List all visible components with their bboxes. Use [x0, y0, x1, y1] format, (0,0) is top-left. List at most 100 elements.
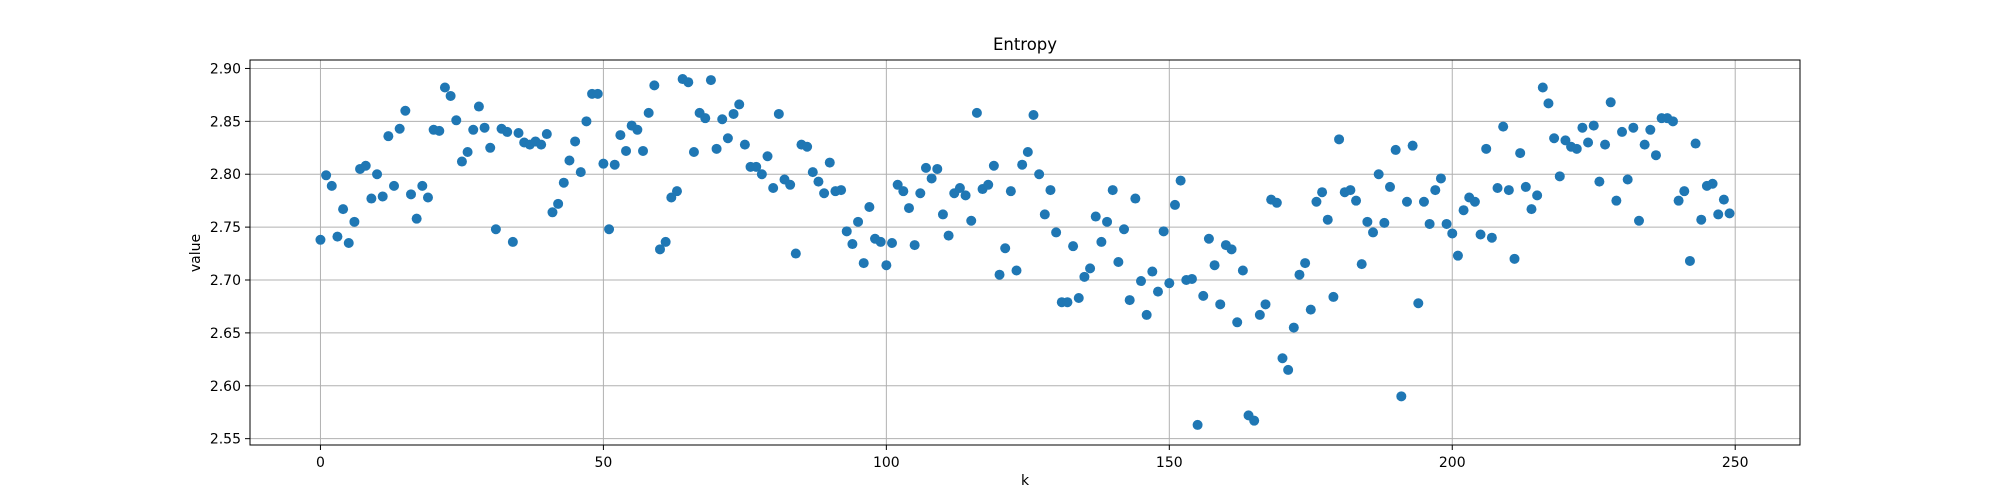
data-point	[541, 129, 552, 140]
data-point	[1458, 205, 1469, 216]
data-point	[490, 224, 501, 235]
data-point	[734, 99, 745, 110]
data-point	[932, 163, 943, 174]
x-axis-label: k	[1021, 473, 1030, 489]
data-point	[920, 162, 931, 173]
data-point	[1130, 193, 1141, 204]
data-point	[1317, 187, 1328, 198]
data-point	[1503, 185, 1514, 196]
data-point	[1509, 253, 1520, 264]
data-point	[824, 157, 835, 168]
data-point	[1198, 290, 1209, 301]
data-point	[1673, 195, 1684, 206]
data-point	[1096, 236, 1107, 247]
data-point	[1271, 197, 1282, 208]
data-point	[1724, 208, 1735, 219]
data-point	[705, 75, 716, 86]
y-tick-label: 2.60	[210, 379, 241, 395]
data-point	[1203, 233, 1214, 244]
data-point	[1424, 218, 1435, 229]
data-point	[756, 169, 767, 180]
data-point	[1645, 124, 1656, 135]
data-point	[988, 160, 999, 171]
data-point	[1713, 209, 1724, 220]
data-point	[790, 248, 801, 259]
data-point	[1520, 181, 1531, 192]
data-point	[937, 209, 948, 220]
data-point	[321, 170, 332, 181]
data-point	[688, 147, 699, 158]
data-point	[1628, 122, 1639, 133]
data-point	[903, 203, 914, 214]
data-point	[1039, 209, 1050, 220]
data-point	[1379, 217, 1390, 228]
data-point	[1175, 175, 1186, 186]
data-point	[1068, 241, 1079, 252]
data-point	[898, 186, 909, 197]
data-point	[915, 188, 926, 199]
data-point	[383, 131, 394, 142]
data-point	[728, 108, 739, 119]
data-point	[1345, 185, 1356, 196]
data-point	[1119, 224, 1130, 235]
data-point	[1226, 244, 1237, 255]
data-point	[785, 179, 796, 190]
data-point	[1537, 82, 1548, 93]
data-point	[1102, 216, 1113, 227]
data-point	[513, 127, 524, 138]
data-point	[773, 108, 784, 119]
data-point	[1543, 98, 1554, 109]
data-point	[575, 167, 586, 178]
data-point	[615, 130, 626, 141]
data-point	[1356, 259, 1367, 270]
data-point	[1396, 391, 1407, 402]
data-point	[1045, 185, 1056, 196]
data-point	[1260, 299, 1271, 310]
data-point	[1164, 278, 1175, 289]
data-point	[343, 237, 354, 248]
data-point	[1390, 144, 1401, 155]
data-point	[462, 147, 473, 158]
data-point	[1650, 150, 1661, 161]
data-point	[1447, 228, 1458, 239]
data-point	[372, 169, 383, 180]
data-point	[1526, 204, 1537, 215]
data-point	[632, 124, 643, 135]
data-point	[592, 88, 603, 99]
data-point	[1407, 140, 1418, 151]
data-point	[1124, 295, 1135, 306]
data-point	[570, 136, 581, 147]
data-point	[417, 180, 428, 191]
data-point	[1147, 266, 1158, 277]
data-point	[485, 142, 496, 153]
data-point	[394, 123, 405, 134]
data-point	[609, 159, 620, 170]
data-point	[366, 193, 377, 204]
data-point	[536, 139, 547, 150]
y-axis-ticks: 2.55 2.60 2.65 2.70 2.75 2.80 2.85 2.90	[210, 61, 250, 448]
data-point	[1667, 116, 1678, 127]
y-tick-label: 2.70	[210, 273, 241, 289]
data-point	[1328, 291, 1339, 302]
data-point	[802, 141, 813, 152]
data-point	[598, 158, 609, 169]
y-axis-label: value	[188, 234, 204, 272]
x-tick-label: 250	[1722, 455, 1749, 471]
data-point	[389, 180, 400, 191]
data-point	[1215, 299, 1226, 310]
data-point	[643, 107, 654, 118]
data-point	[1158, 226, 1169, 237]
x-axis-ticks: 0 50 100 150 200 250	[316, 445, 1749, 471]
data-point	[1492, 182, 1503, 193]
data-point	[1639, 139, 1650, 150]
data-point	[1452, 250, 1463, 261]
data-point	[1277, 353, 1288, 364]
data-point	[468, 124, 479, 135]
data-point	[711, 143, 722, 154]
data-point	[377, 191, 388, 202]
data-point	[445, 90, 456, 101]
x-tick-label: 150	[1156, 455, 1183, 471]
data-point	[1249, 415, 1260, 426]
